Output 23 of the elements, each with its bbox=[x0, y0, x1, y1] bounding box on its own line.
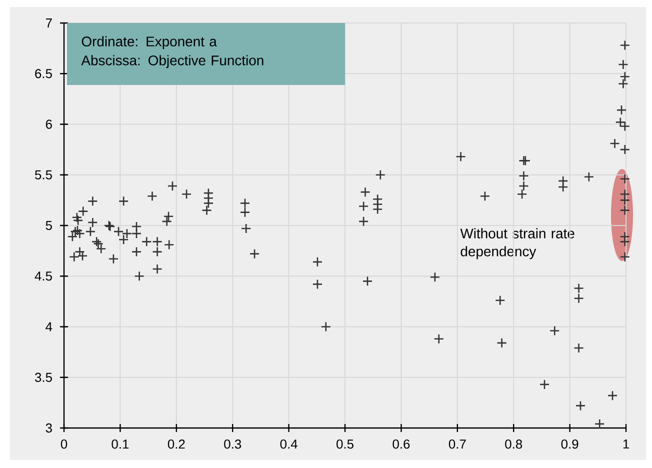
y-tick-label: 6.5 bbox=[35, 69, 52, 78]
y-tick-label: 6 bbox=[46, 120, 52, 129]
x-tick-label: 0.8 bbox=[505, 440, 522, 449]
x-tick-label: 0.5 bbox=[336, 440, 354, 449]
annotation: Abscissa: Objective Function bbox=[81, 55, 264, 68]
x-tick-label: 0.2 bbox=[168, 440, 185, 449]
y-tick-label: 5 bbox=[46, 220, 52, 230]
y-tick-label: 4 bbox=[46, 322, 52, 332]
y-tick-label: 3 bbox=[46, 423, 52, 433]
y-tick-label: 3.5 bbox=[34, 372, 52, 382]
x-tick-label: 1 bbox=[623, 440, 629, 448]
y-tick-label: 5.5 bbox=[35, 170, 52, 180]
y-tick-label: 7 bbox=[46, 18, 52, 28]
x-tick-label: 0.1 bbox=[112, 440, 129, 449]
x-tick-label: 0.7 bbox=[448, 440, 466, 449]
x-tick-label: 0.3 bbox=[224, 440, 242, 449]
x-tick-label: 0.9 bbox=[561, 440, 578, 449]
x-tick-label: 0.4 bbox=[280, 440, 298, 449]
annotation: Ordinate: Exponent a bbox=[82, 36, 217, 50]
x-tick-label: 0 bbox=[60, 440, 68, 449]
y-tick-label: 4.5 bbox=[34, 272, 52, 281]
x-tick-label: 0.6 bbox=[392, 440, 410, 449]
annotation: Without strain rate dependency bbox=[460, 228, 574, 260]
